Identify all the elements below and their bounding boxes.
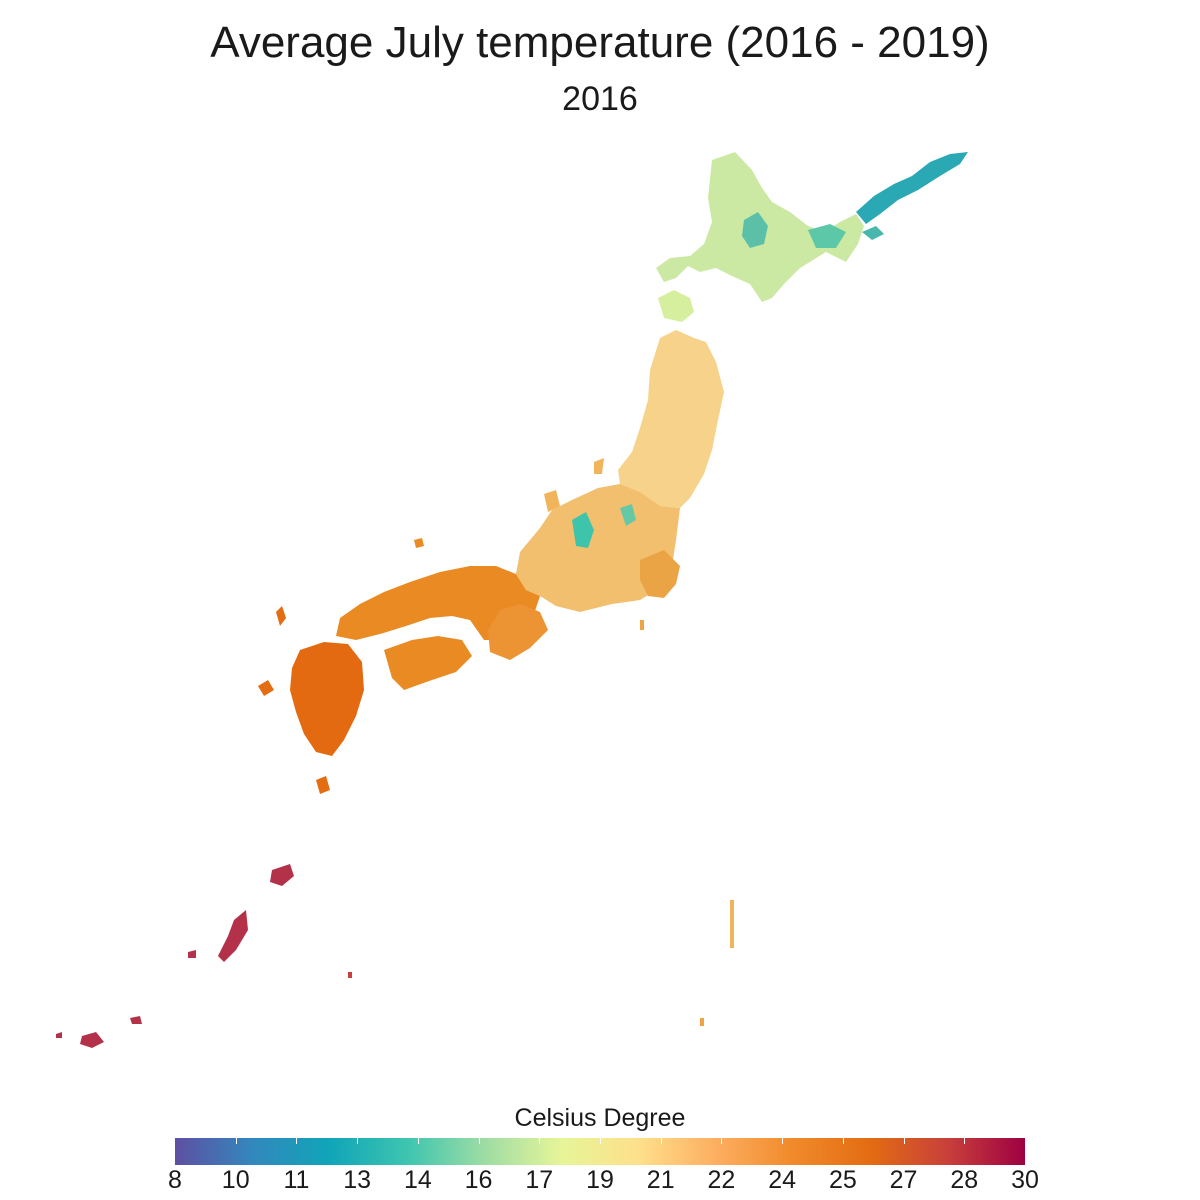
region-oki — [414, 538, 424, 548]
region-ogasawara-south — [700, 1018, 704, 1026]
region-kyushu-south — [316, 776, 330, 794]
region-hokkaido-east — [808, 224, 846, 248]
legend-gradient — [175, 1138, 1025, 1165]
region-kuril-small — [862, 226, 884, 240]
region-okinawa — [218, 910, 248, 962]
region-daito — [348, 972, 352, 978]
region-kii-peninsula — [488, 604, 548, 660]
region-western-honshu — [336, 566, 540, 640]
region-yonaguni — [56, 1032, 62, 1038]
region-tsushima — [276, 606, 286, 626]
map-title: Average July temperature (2016 - 2019) — [210, 18, 990, 67]
region-kuril-islands — [856, 152, 968, 224]
region-kanto — [640, 550, 680, 598]
region-japan-alps — [572, 512, 594, 548]
region-izu-islands — [640, 620, 644, 630]
region-sado — [594, 458, 604, 474]
region-hokkaido-mountains — [742, 212, 768, 248]
region-yaeyama — [80, 1032, 104, 1048]
map-subtitle: 2016 — [562, 80, 638, 118]
region-noto — [544, 490, 560, 512]
region-alps-2 — [620, 504, 636, 526]
region-amami — [270, 864, 294, 886]
region-tohoku — [618, 330, 724, 508]
region-miyako — [130, 1016, 142, 1024]
region-hokkaido-southwest — [658, 290, 694, 322]
region-central-honshu — [516, 484, 680, 612]
region-okinawa-small — [188, 950, 196, 958]
legend-color-bar — [175, 1138, 1025, 1165]
region-goto-islands — [258, 680, 274, 696]
legend-title: Celsius Degree — [514, 1104, 686, 1132]
region-kyushu — [290, 642, 364, 756]
region-shikoku — [384, 636, 472, 690]
region-ogasawara — [730, 900, 734, 948]
